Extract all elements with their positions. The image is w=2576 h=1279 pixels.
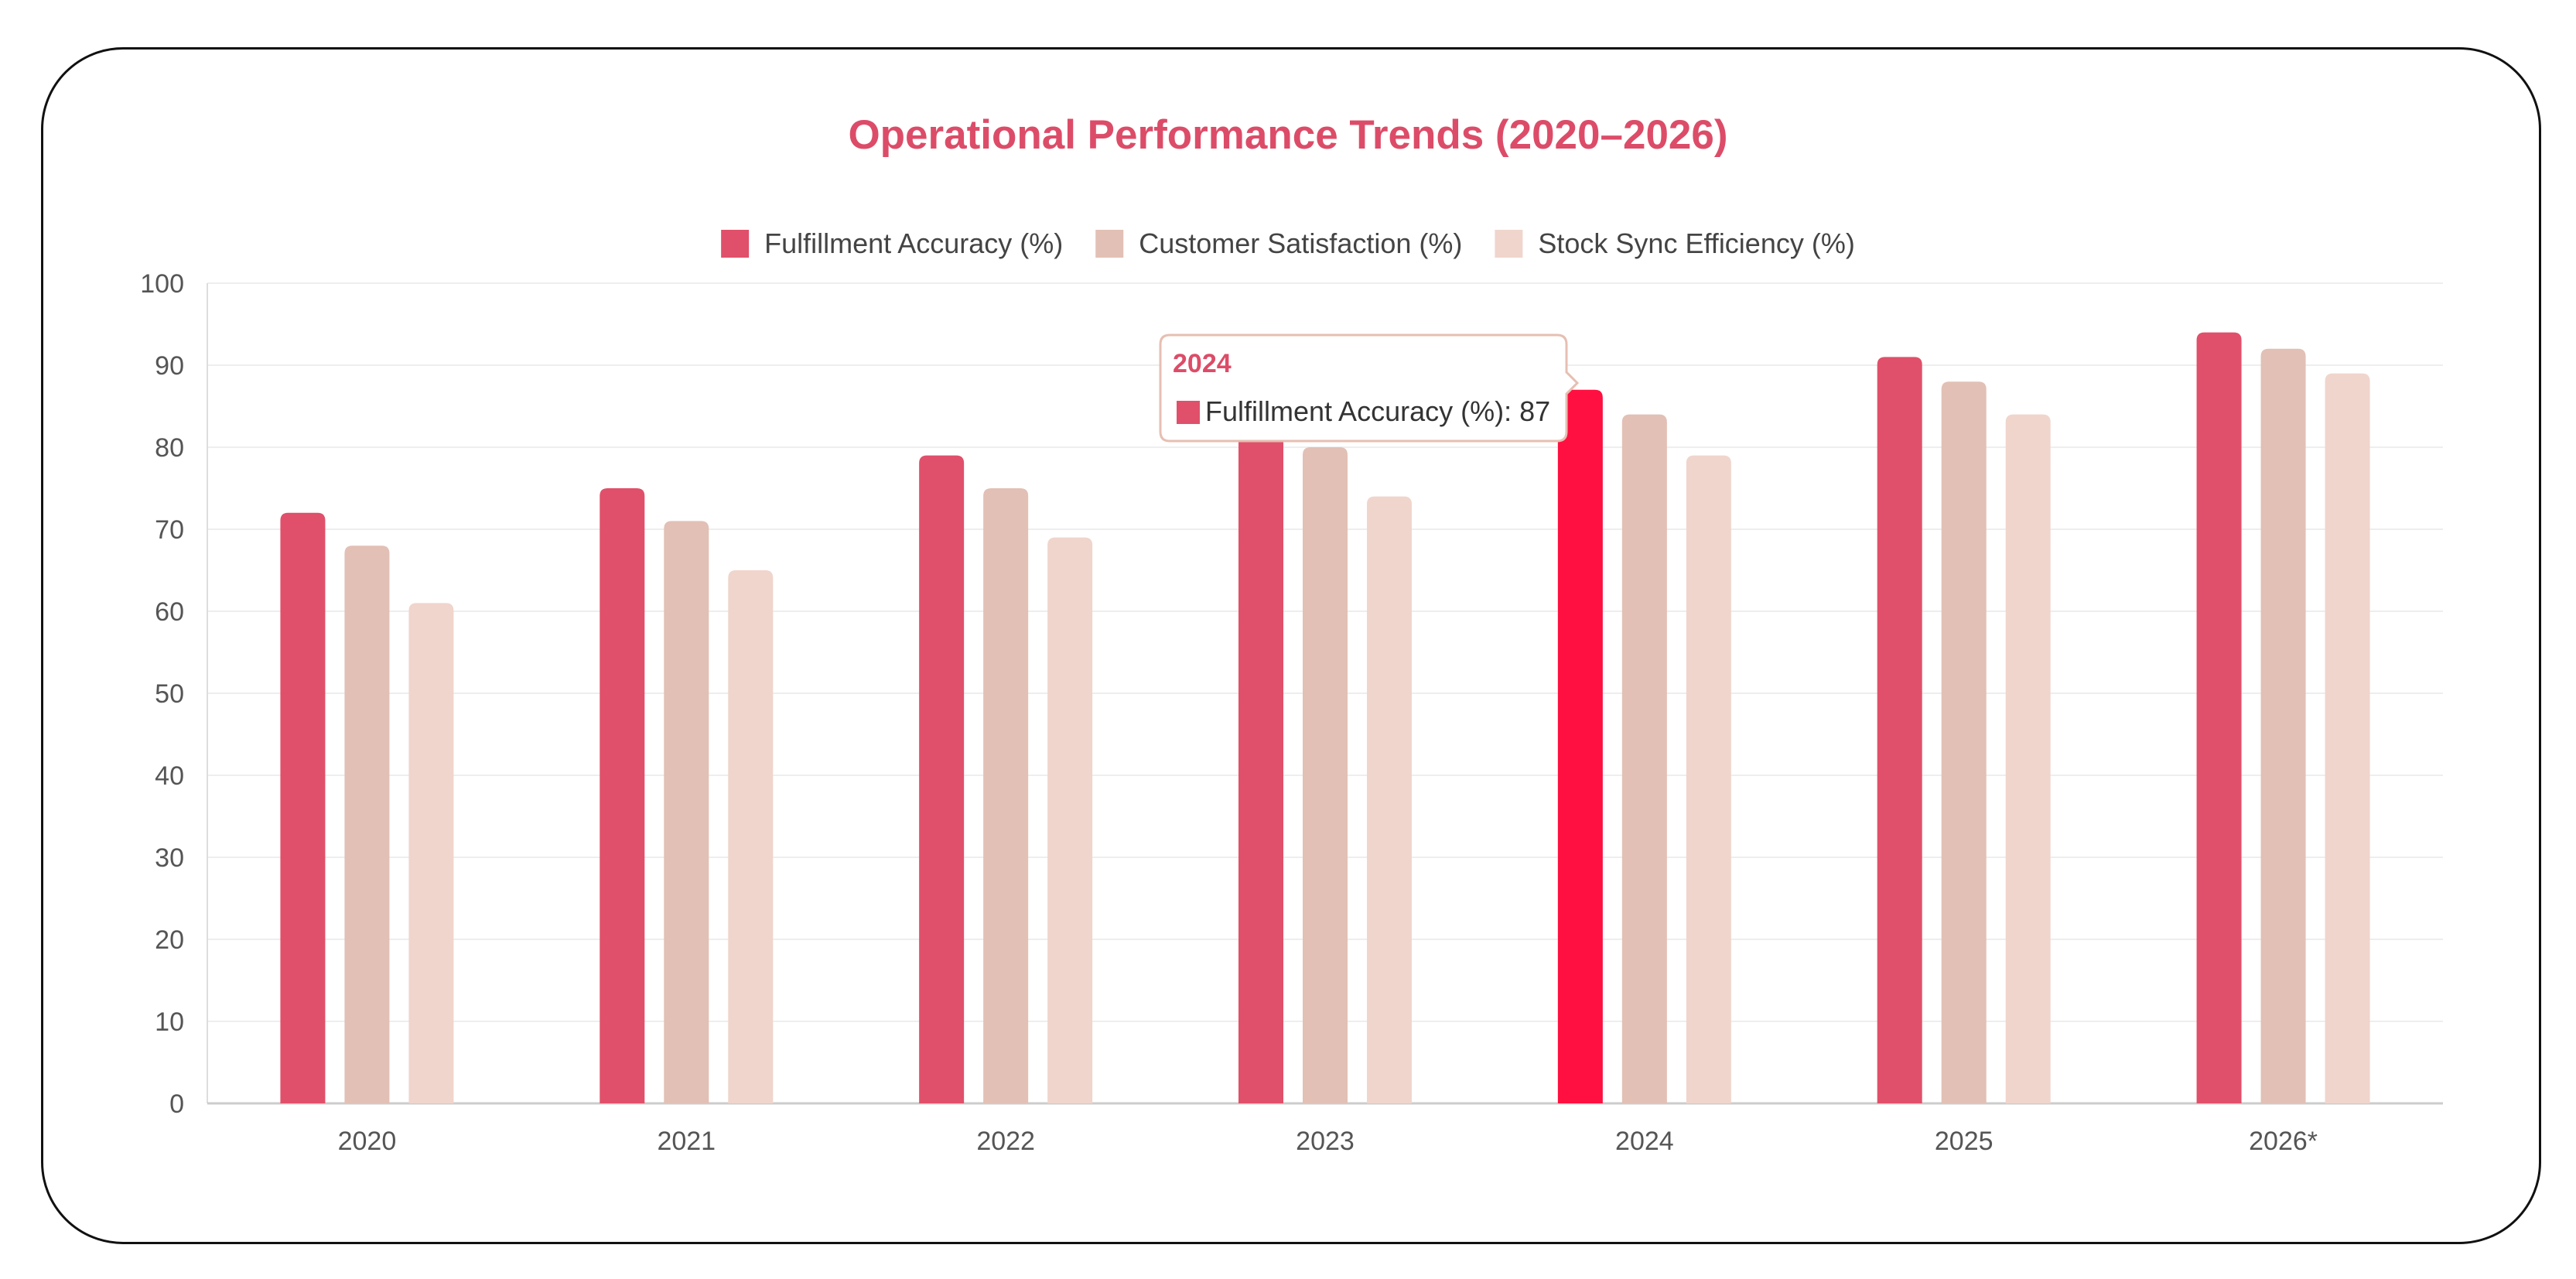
x-axis: 2020 2021 2022 2023 2024 2025 2026*: [338, 1127, 2318, 1156]
y-tick-label: 90: [155, 351, 184, 381]
y-tick-label: 40: [155, 761, 184, 791]
legend-item[interactable]: Customer Satisfaction (%): [1095, 227, 1462, 259]
bar[interactable]: [664, 521, 709, 1103]
bars: [280, 332, 2370, 1104]
legend-label: Customer Satisfaction (%): [1139, 227, 1462, 259]
bar[interactable]: [1941, 381, 1987, 1103]
bar[interactable]: [919, 455, 965, 1103]
tooltip-title: 2024: [1173, 349, 1232, 378]
y-tick-label: 30: [155, 843, 184, 873]
bar[interactable]: [2196, 332, 2242, 1104]
legend-swatch: [1095, 230, 1124, 258]
x-tick-label: 2025: [1935, 1127, 1993, 1156]
legend-label: Fulfillment Accuracy (%): [764, 227, 1063, 259]
bar[interactable]: [1238, 422, 1283, 1103]
bar[interactable]: [600, 488, 645, 1103]
bar[interactable]: [1367, 496, 1412, 1103]
bar[interactable]: [2260, 348, 2306, 1103]
bar[interactable]: [728, 570, 774, 1103]
bar[interactable]: [2005, 414, 2051, 1103]
y-tick-label: 50: [155, 679, 184, 709]
bar[interactable]: [1877, 357, 1922, 1103]
tooltip-box: [1159, 333, 1580, 443]
x-tick-label: 2020: [338, 1127, 397, 1156]
tooltip-swatch: [1175, 399, 1201, 426]
chart-card: [41, 47, 2541, 1244]
y-tick-label: 0: [169, 1089, 184, 1119]
y-tick-label: 20: [155, 925, 184, 955]
bar[interactable]: [280, 512, 326, 1103]
y-tick-label: 60: [155, 597, 184, 627]
x-tick-label: 2021: [657, 1127, 716, 1156]
legend: Fulfillment Accuracy (%) Customer Satisfa…: [721, 227, 1855, 259]
legend-label: Stock Sync Efficiency (%): [1538, 227, 1854, 259]
x-tick-label: 2023: [1296, 1127, 1355, 1156]
y-tick-label: 10: [155, 1007, 184, 1037]
y-axis: 0 10 20 30 40 50 60 70 80 90 100: [140, 269, 2443, 1119]
tooltip: 2024 Fulfillment Accuracy (%): 87: [1159, 333, 1580, 443]
y-tick-label: 80: [155, 433, 184, 463]
chart-title: Operational Performance Trends (2020–202…: [848, 112, 1727, 158]
bar[interactable]: [2325, 373, 2370, 1104]
y-tick-label: 70: [155, 515, 184, 545]
bar[interactable]: [1621, 414, 1667, 1103]
x-tick-label: 2022: [976, 1127, 1035, 1156]
bar[interactable]: [408, 603, 454, 1103]
legend-item[interactable]: Stock Sync Efficiency (%): [1495, 227, 1855, 259]
bar[interactable]: [1047, 537, 1093, 1103]
y-tick-label: 100: [140, 269, 184, 299]
bar[interactable]: [1303, 447, 1348, 1103]
bar[interactable]: [1686, 455, 1731, 1103]
bar[interactable]: [1557, 389, 1603, 1103]
x-tick-label: 2024: [1615, 1127, 1674, 1156]
legend-item[interactable]: Fulfillment Accuracy (%): [721, 227, 1063, 259]
tooltip-label: Fulfillment Accuracy (%): 87: [1205, 395, 1550, 427]
bar[interactable]: [983, 488, 1029, 1103]
legend-swatch: [721, 230, 750, 258]
legend-swatch: [1495, 230, 1523, 258]
x-tick-label: 2026*: [2249, 1127, 2318, 1156]
bar[interactable]: [344, 545, 390, 1103]
